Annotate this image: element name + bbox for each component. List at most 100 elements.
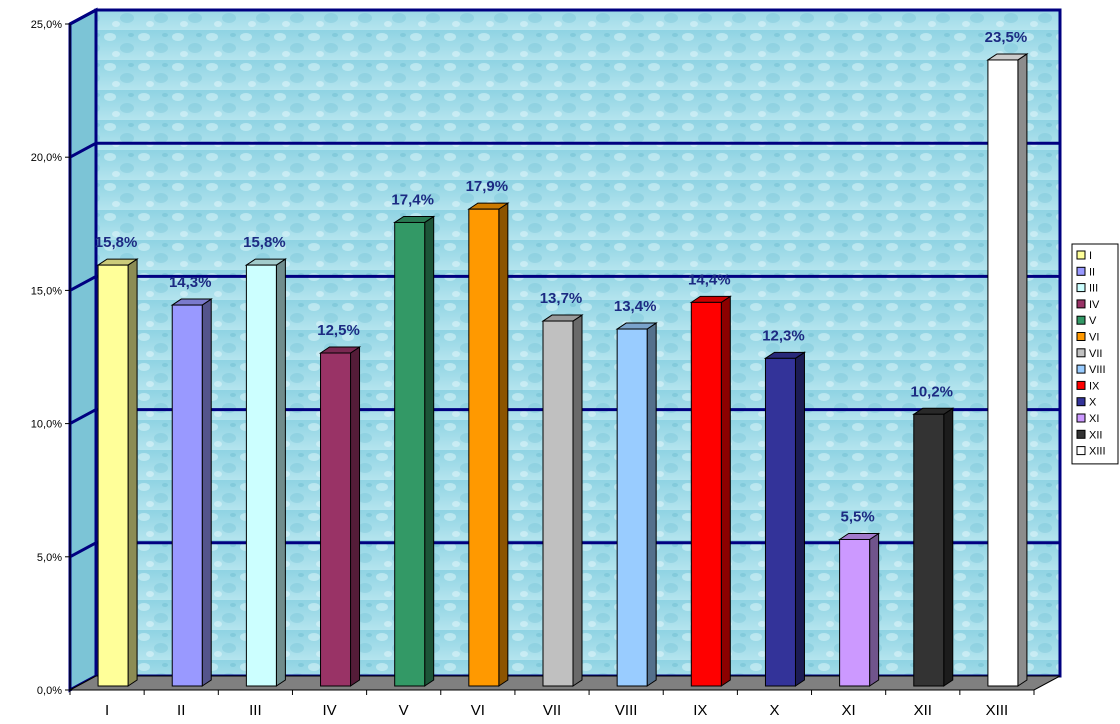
- gridline-side: [69, 275, 97, 292]
- legend-label: V: [1089, 315, 1097, 327]
- bar-front: [616, 328, 648, 687]
- gridline-side: [69, 408, 97, 425]
- bar-I: [96, 258, 139, 687]
- x-tick-label: IV: [322, 702, 336, 719]
- bar-side: [275, 258, 286, 687]
- bar-side: [720, 295, 731, 687]
- bar-front: [171, 304, 203, 687]
- legend-label: III: [1089, 283, 1098, 295]
- gridline-side: [69, 541, 97, 559]
- y-axis: 0,0% 5,0% 10,0% 15,0% 20,0% 25,0%: [31, 19, 71, 697]
- bar-front: [987, 59, 1019, 687]
- bar-front: [468, 208, 500, 687]
- legend-label: VIII: [1089, 364, 1106, 376]
- data-label-XII: 10,2%: [910, 383, 953, 400]
- x-tick-label: I: [105, 702, 109, 719]
- data-label-X: 12,3%: [762, 327, 805, 344]
- y-tick-label: 25,0%: [31, 19, 62, 31]
- bar-front: [913, 413, 945, 687]
- legend-label: X: [1089, 397, 1097, 409]
- bar-front: [97, 264, 129, 687]
- x-axis: I II III IV V VI VII VIII IX X XI XII XIII: [69, 689, 1035, 719]
- legend-swatch: [1076, 315, 1086, 325]
- x-tick-label: IX: [693, 702, 707, 719]
- bar-XI: [837, 532, 881, 687]
- y-tick-label: 20,0%: [31, 152, 62, 164]
- bar-IX: [689, 295, 732, 687]
- legend-swatch: [1076, 266, 1086, 276]
- bar-side: [498, 202, 509, 687]
- bar-II: [170, 298, 213, 687]
- legend-swatch: [1076, 446, 1086, 456]
- data-labels: 15,8% 14,3% 15,8% 12,5% 17,4% 17,9% 13,7% 13,4%…: [95, 29, 1027, 526]
- bar-side: [646, 322, 657, 687]
- legend-label: IX: [1089, 380, 1100, 392]
- data-label-II: 14,3%: [169, 274, 212, 291]
- legend-label: I: [1089, 250, 1092, 262]
- bar-XII: [912, 407, 955, 687]
- bar-front: [542, 320, 574, 687]
- x-tick-label: III: [249, 702, 262, 719]
- legend-label: XI: [1089, 413, 1099, 425]
- legend-swatch: [1076, 299, 1086, 309]
- side-wall-panel: [68, 7, 98, 693]
- data-label-XIII: 23,5%: [985, 29, 1028, 46]
- x-tick-label: XI: [842, 702, 856, 719]
- bar-side: [943, 407, 954, 687]
- y-tick-label: 10,0%: [31, 419, 62, 431]
- legend-label: VII: [1089, 348, 1102, 360]
- legend-swatch: [1076, 332, 1086, 341]
- bar-front: [245, 264, 277, 687]
- bars: [96, 53, 1029, 687]
- data-label-VIII: 13,4%: [614, 298, 657, 315]
- bar-VI: [467, 202, 510, 687]
- bar-V: [393, 215, 436, 687]
- bar-side: [869, 532, 880, 687]
- legend-label: VI: [1089, 332, 1099, 344]
- data-label-I: 15,8%: [95, 234, 138, 251]
- bar-IV: [318, 346, 362, 687]
- y-tick-label: 5,0%: [37, 552, 62, 564]
- bar-side: [201, 298, 212, 687]
- legend-label: II: [1089, 266, 1095, 278]
- x-tick-label: II: [177, 702, 185, 719]
- bar-VIII: [615, 322, 658, 687]
- legend-label: XII: [1089, 429, 1102, 441]
- bar-side: [572, 314, 583, 687]
- bar-XIII: [986, 53, 1029, 687]
- y-tick-label: 0,0%: [37, 685, 62, 697]
- bar-side: [794, 351, 805, 687]
- legend-swatch: [1076, 380, 1086, 390]
- bar-front: [394, 221, 426, 687]
- y-tick-label: 15,0%: [31, 285, 62, 297]
- x-tick-label: XII: [914, 702, 932, 719]
- bar-side: [350, 346, 361, 687]
- bar-front: [764, 357, 796, 687]
- gridline-side: [69, 141, 97, 159]
- data-label-IV: 12,5%: [317, 322, 360, 339]
- data-label-VI: 17,9%: [466, 178, 509, 195]
- bar-VII: [541, 314, 584, 687]
- x-tick-label: X: [769, 702, 779, 719]
- x-tick-label: XIII: [986, 702, 1009, 719]
- legend-label: XIII: [1089, 446, 1106, 458]
- plot-side-wall: [68, 7, 98, 693]
- legend-label: IV: [1089, 299, 1100, 311]
- legend-swatch: [1076, 364, 1086, 374]
- bar-front: [839, 538, 871, 687]
- gridline-side: [69, 8, 97, 26]
- data-label-V: 17,4%: [391, 191, 434, 208]
- legend-swatch: [1076, 250, 1086, 260]
- bar-side: [127, 258, 138, 687]
- bar-front: [320, 352, 352, 687]
- bar-front: [690, 301, 722, 687]
- bar-III: [244, 258, 288, 687]
- bar-side: [1017, 53, 1028, 687]
- legend-swatch: [1076, 397, 1086, 407]
- legend-swatch: [1076, 283, 1086, 293]
- data-label-XI: 5,5%: [841, 508, 875, 525]
- legend-swatch: [1076, 413, 1086, 423]
- data-label-III: 15,8%: [243, 234, 286, 251]
